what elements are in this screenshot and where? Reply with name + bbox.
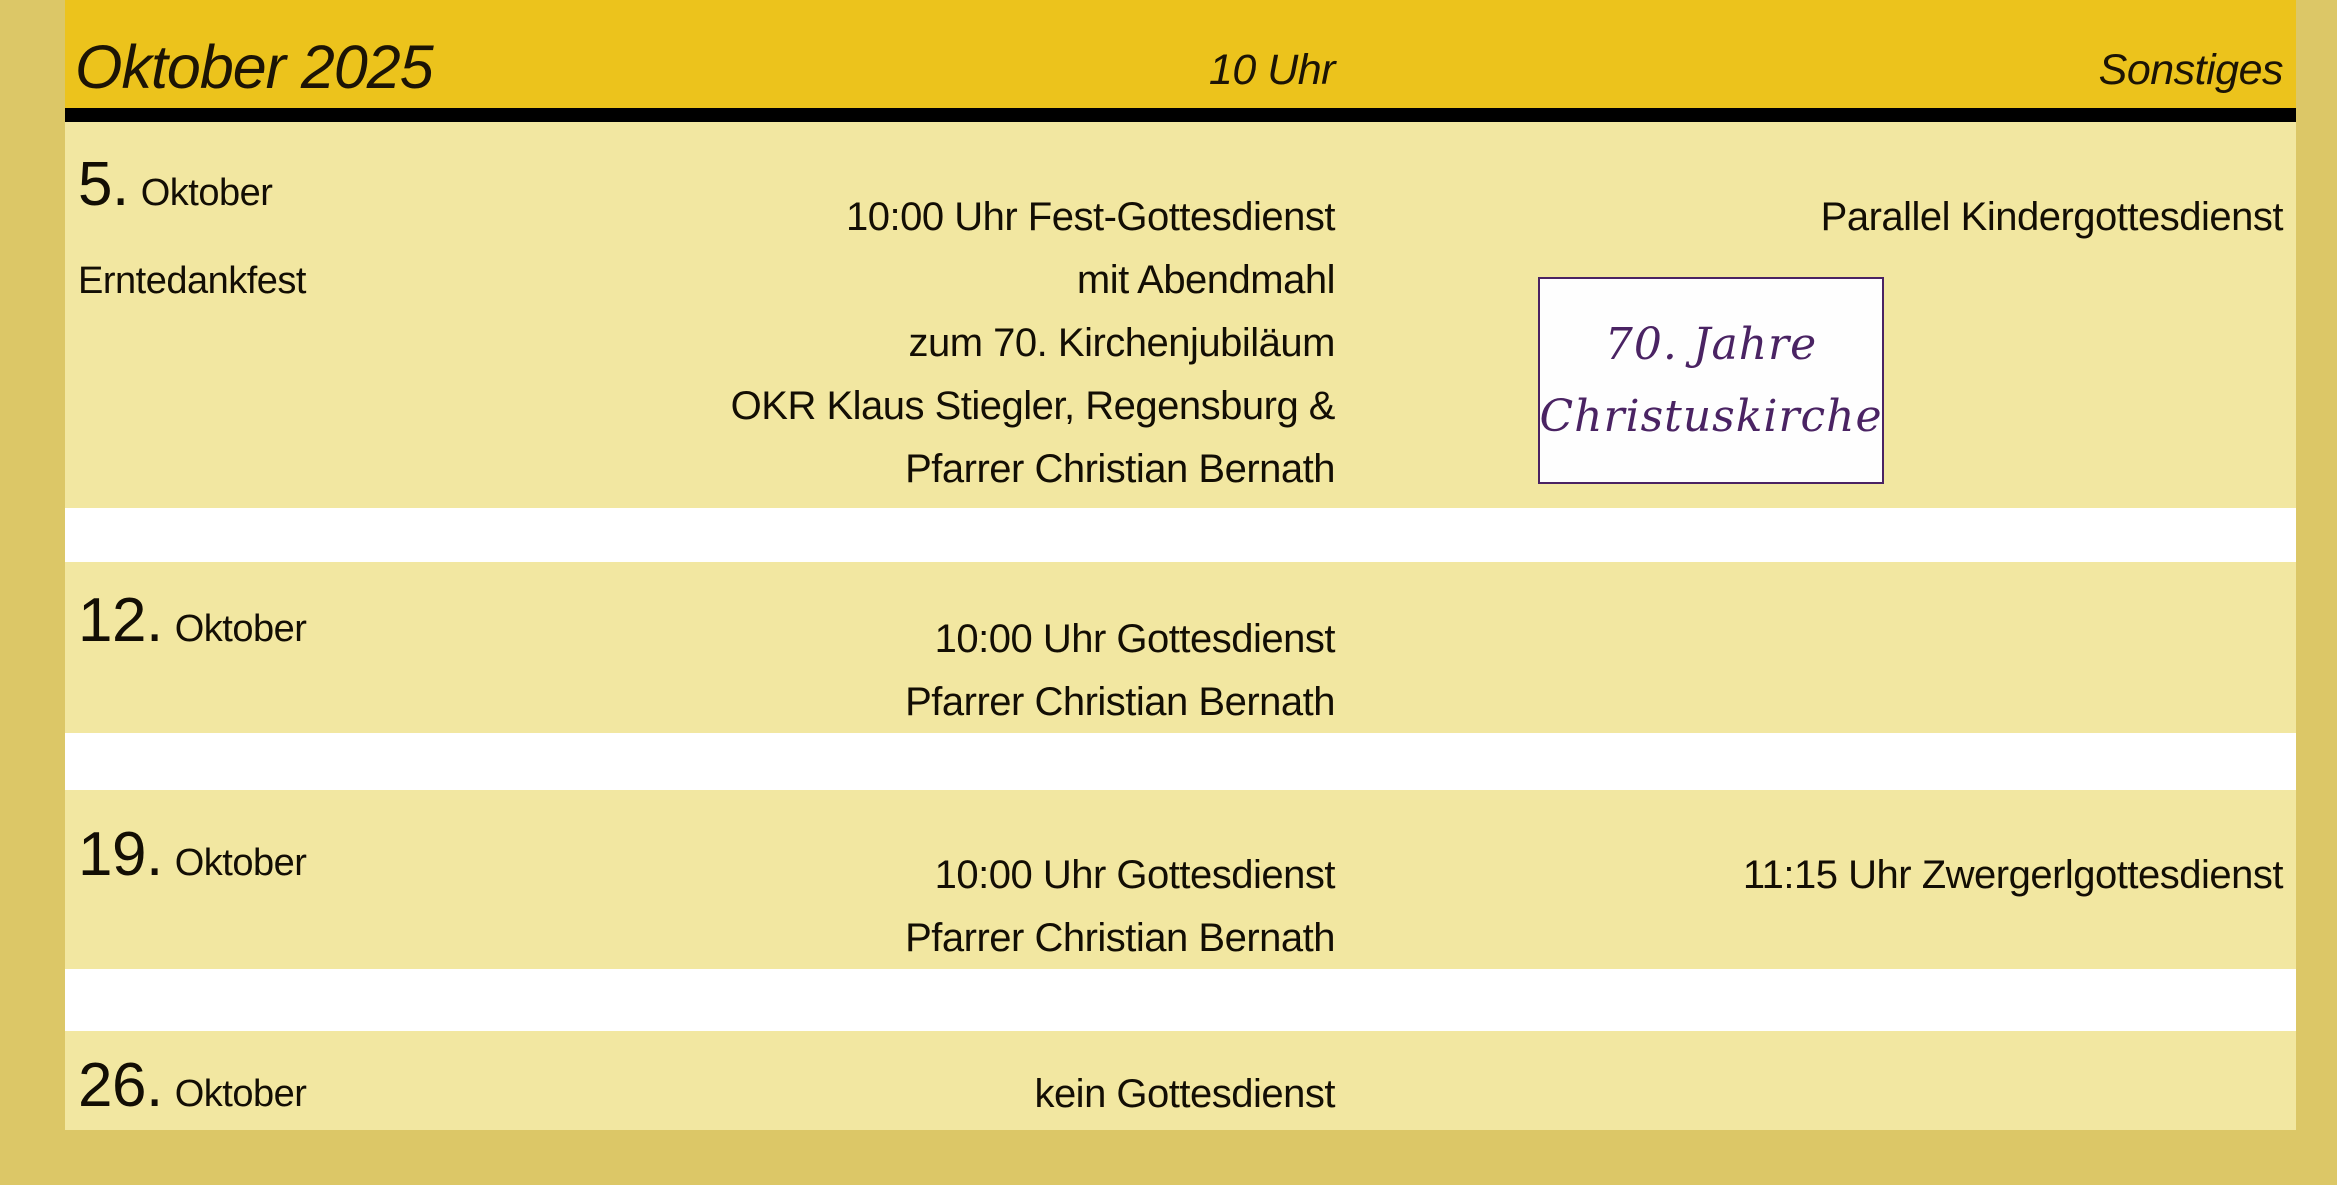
service-line: zum 70. Kirchenjubiläum: [908, 321, 1336, 365]
row-separator: [65, 508, 2296, 562]
row-separator: [65, 733, 2296, 790]
feast-day-label: Erntedankfest: [78, 260, 306, 302]
service-line: Pfarrer Christian Bernath: [905, 447, 1335, 491]
calendar-content: Oktober 2025 10 Uhr Sonstiges 5. Oktober …: [65, 0, 2296, 1130]
service-line: 10:00 Uhr Gottesdienst: [934, 853, 1336, 897]
other-event-label: 11:15 Uhr Zwergerlgottesdienst: [1742, 853, 2284, 897]
service-line: kein Gottesdienst: [1034, 1072, 1335, 1116]
day-number: 19.: [78, 820, 163, 889]
date-label: 26. Oktober: [78, 1055, 307, 1117]
event-row-oct-19: 19. Oktober 10:00 Uhr Gottesdienst Pfarre…: [65, 790, 2296, 969]
service-line: OKR Klaus Stiegler, Regensburg &: [730, 384, 1336, 428]
service-details: 10:00 Uhr Fest-Gottesdienst mit Abendmah…: [65, 186, 1336, 501]
month-header: Oktober 2025 10 Uhr Sonstiges: [65, 0, 2296, 108]
service-details: 10:00 Uhr Gottesdienst Pfarrer Christian…: [65, 844, 1335, 970]
service-line: Pfarrer Christian Bernath: [905, 916, 1335, 960]
service-line: 10:00 Uhr Fest-Gottesdienst: [846, 195, 1335, 239]
day-number: 12.: [78, 586, 163, 655]
service-details: 10:00 Uhr Gottesdienst Pfarrer Christian…: [65, 608, 1335, 734]
day-number: 26.: [78, 1051, 163, 1120]
date-label: 5. Oktober: [78, 154, 273, 216]
day-month: Oktober: [174, 608, 307, 650]
service-column-header: 10 Uhr: [1208, 46, 1336, 94]
date-label: 12. Oktober: [78, 590, 307, 652]
day-number: 5.: [78, 150, 129, 219]
service-line: mit Abendmahl: [1076, 258, 1336, 302]
month-title: Oktober 2025: [75, 33, 434, 101]
service-line: Pfarrer Christian Bernath: [905, 680, 1335, 724]
other-event-label: Parallel Kindergottesdienst: [1820, 195, 2284, 239]
event-row-oct-26: 26. Oktober kein Gottesdienst: [65, 1031, 2296, 1130]
day-month: Oktober: [174, 1073, 307, 1115]
anniversary-badge: 70. Jahre Christuskirche: [1538, 277, 1884, 484]
anniversary-badge-line2: Christuskirche: [1539, 390, 1883, 442]
service-details: kein Gottesdienst: [65, 1063, 1335, 1126]
service-line: 10:00 Uhr Gottesdienst: [934, 617, 1336, 661]
other-column-header: Sonstiges: [2098, 46, 2284, 94]
row-separator: [65, 969, 2296, 1031]
anniversary-badge-line1: 70. Jahre: [1604, 318, 1818, 370]
header-divider: [65, 108, 2296, 122]
event-row-oct-12: 12. Oktober 10:00 Uhr Gottesdienst Pfarre…: [65, 562, 2296, 733]
day-month: Oktober: [140, 172, 273, 214]
day-month: Oktober: [174, 842, 307, 884]
date-label: 19. Oktober: [78, 824, 307, 886]
event-row-oct-5: 5. Oktober Erntedankfest 10:00 Uhr Fest-G…: [65, 122, 2296, 508]
